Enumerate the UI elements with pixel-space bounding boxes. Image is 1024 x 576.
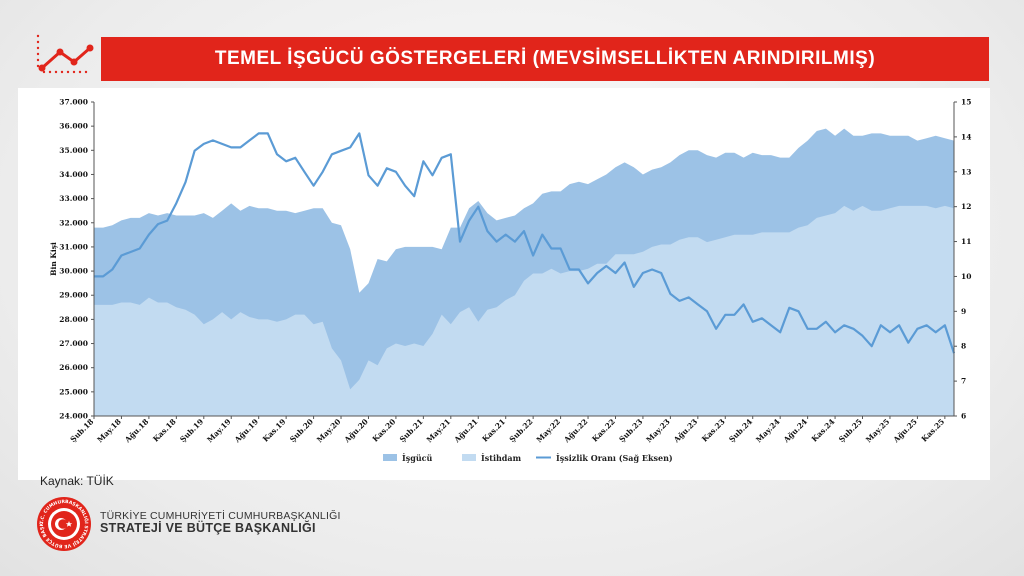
- page-title-text: TEMEL İŞGÜCÜ GÖSTERGELERİ (MEVSİMSELLİKT…: [214, 48, 876, 69]
- y2-tick-label: 7: [961, 377, 966, 386]
- y2-tick-label: 13: [961, 167, 971, 176]
- y-tick-label: 29.000: [59, 291, 88, 300]
- page-title: TEMEL İŞGÜCÜ GÖSTERGELERİ (MEVSİMSELLİKT…: [101, 37, 989, 81]
- y-axis-label: Bin Kişi: [49, 242, 58, 276]
- legend-label-employment: İstihdam: [481, 453, 522, 463]
- x-tick-label: Şub.25: [837, 417, 864, 444]
- labour-chart: 24.000 25.000 26.000 27.000 28.000 29.000 30.0…: [49, 98, 971, 464]
- y-tick-label: 28.000: [59, 315, 88, 324]
- y2-tick-label: 14: [961, 132, 971, 141]
- x-tick-label: Şub.20: [288, 417, 315, 444]
- presidency-seal-icon: T.C. CUMHURBAŞKANLIĞI STRATEJİ VE BÜTÇE …: [36, 496, 91, 551]
- y2-tick-label: 8: [961, 342, 966, 351]
- y-tick-label: 26.000: [59, 363, 88, 372]
- x-tick-label: Ağu.19: [232, 417, 260, 445]
- x-tick-label: Şub.19: [178, 417, 205, 444]
- y2-tick-label: 10: [961, 272, 971, 281]
- legend-label-labour: İşgücü: [402, 453, 433, 463]
- x-tick-label: Şub.24: [727, 417, 754, 444]
- x-tick-label: May.19: [205, 417, 232, 444]
- y-tick-label: 31.000: [59, 242, 88, 251]
- x-tick-label: Kas.22: [590, 417, 617, 444]
- y-tick-label: 24.000: [59, 412, 88, 421]
- x-tick-label: Ağu.23: [671, 417, 699, 445]
- series-area-employment: [94, 205, 954, 416]
- x-tick-label: May.24: [754, 417, 781, 444]
- x-tick-label: Ağu.21: [452, 417, 480, 445]
- y-tick-label: 33.000: [59, 194, 88, 203]
- y-tick-label: 25.000: [59, 387, 88, 396]
- x-tick-label: Ağu.18: [122, 417, 150, 445]
- chart-frame: 24.000 25.000 26.000 27.000 28.000 29.000 30.0…: [18, 88, 990, 480]
- y2-tick-label: 11: [961, 237, 971, 246]
- y-tick-label: 27.000: [59, 339, 88, 348]
- org-name: TÜRKİYE CUMHURİYETİ CUMHURBAŞKANLIĞI STR…: [100, 510, 341, 536]
- y-tick-label: 30.000: [59, 267, 88, 276]
- x-tick-label: Kas.25: [920, 417, 947, 444]
- y-tick-label: 37.000: [59, 98, 88, 107]
- x-tick-label: Şub.21: [398, 417, 425, 444]
- y-tick-label: 36.000: [59, 122, 88, 131]
- legend-label-unemployment: İşsizlik Oranı (Sağ Eksen): [556, 453, 673, 463]
- x-tick-label: Kas.20: [371, 417, 398, 444]
- org-line-2: STRATEJİ VE BÜTÇE BAŞKANLIĞI: [100, 521, 316, 536]
- series-line-unemployment: [94, 132, 956, 354]
- x-tick-label: Kas.21: [480, 417, 507, 444]
- x-tick-label: Şub.22: [508, 417, 535, 444]
- y-tick-label: 32.000: [59, 218, 88, 227]
- y-tick-label: 34.000: [59, 170, 88, 179]
- x-tick-label: May.21: [425, 417, 452, 444]
- x-tick-label: May.23: [644, 417, 671, 444]
- legend-swatch-labour: [383, 454, 397, 461]
- x-tick-label: Şub.18: [68, 417, 95, 444]
- x-tick-label: Kas.24: [810, 417, 837, 444]
- x-tick-label: Kas.23: [700, 417, 727, 444]
- x-tick-label: Kas.19: [261, 417, 288, 444]
- x-tick-label: Ağu.20: [342, 417, 370, 445]
- line-chart-logo-icon: [36, 34, 94, 74]
- source-note: Kaynak: TÜİK: [40, 474, 114, 488]
- y2-tick-label: 6: [961, 412, 966, 421]
- y-tick-label: 35.000: [59, 146, 88, 155]
- org-line-1: TÜRKİYE CUMHURİYETİ CUMHURBAŞKANLIĞI: [100, 510, 341, 522]
- x-tick-label: Kas.18: [151, 417, 178, 444]
- x-tick-label: May.25: [864, 417, 891, 444]
- x-tick-label: May.20: [315, 417, 342, 444]
- legend-swatch-employment: [462, 454, 476, 461]
- x-tick-label: May.22: [535, 417, 562, 444]
- x-tick-label: Ağu.24: [781, 417, 809, 445]
- y2-tick-label: 15: [961, 98, 971, 107]
- x-tick-label: Ağu.22: [561, 417, 589, 445]
- x-tick-label: Şub.23: [617, 417, 644, 444]
- y2-tick-label: 12: [961, 202, 971, 211]
- x-tick-label: May.18: [95, 417, 122, 444]
- y2-tick-label: 9: [961, 307, 966, 316]
- x-tick-label: Ağu.25: [891, 417, 919, 445]
